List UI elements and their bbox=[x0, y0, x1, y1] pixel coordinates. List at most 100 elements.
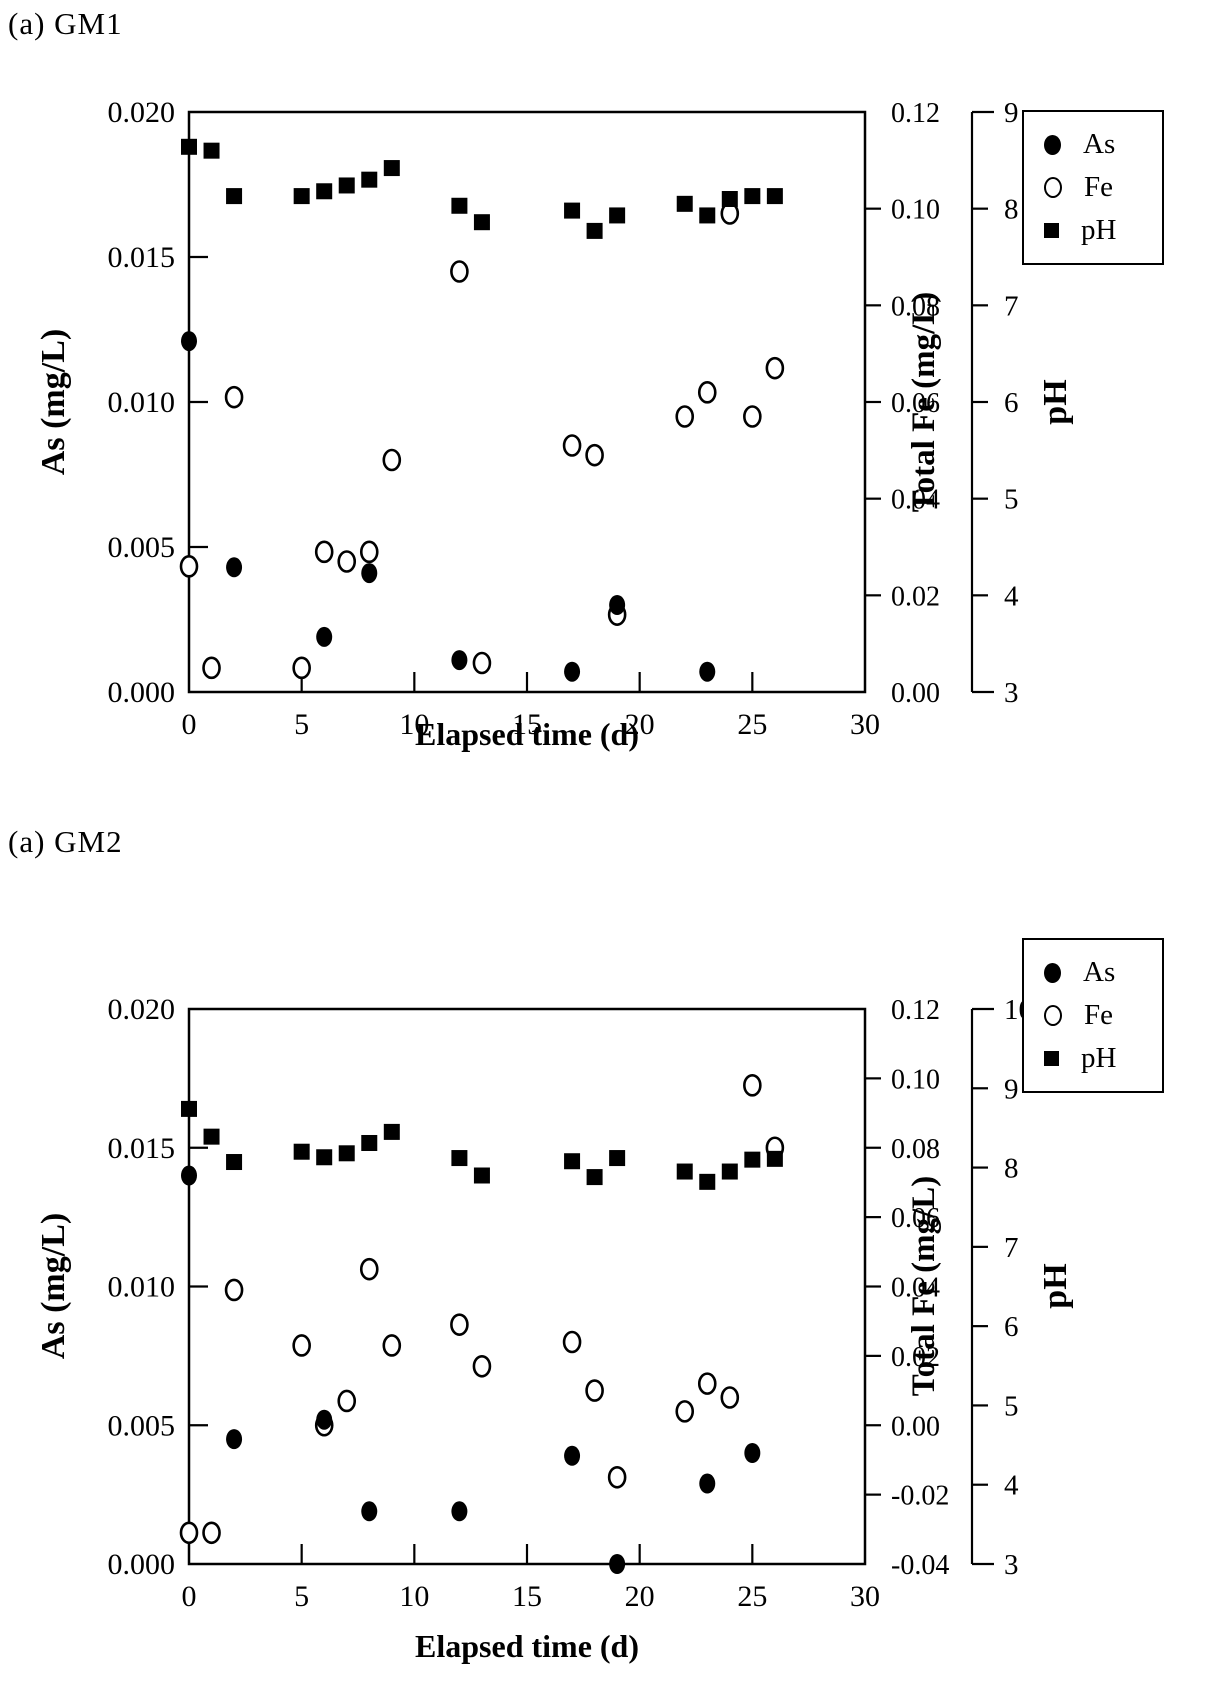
ph-point bbox=[473, 214, 490, 231]
fe-tick-label: 0.00 bbox=[891, 678, 940, 709]
filled-square-icon bbox=[1044, 1051, 1059, 1066]
as-point bbox=[361, 1501, 378, 1522]
x-tick-label: 15 bbox=[512, 708, 542, 741]
as-point bbox=[316, 1409, 333, 1430]
fe-point bbox=[224, 1278, 244, 1302]
ph-point bbox=[316, 183, 333, 200]
ph-tick-label: 9 bbox=[1004, 1073, 1019, 1105]
x-tick-label: 5 bbox=[294, 1580, 309, 1613]
fe-point bbox=[292, 1334, 311, 1357]
fe-point bbox=[720, 1386, 740, 1409]
as-point bbox=[226, 557, 243, 578]
y-left-tick-label: 0.005 bbox=[108, 531, 176, 564]
ph-point bbox=[203, 1128, 220, 1145]
fe-point bbox=[179, 555, 199, 578]
fe-tick-label: 0.10 bbox=[891, 195, 940, 226]
filled-square-icon bbox=[1044, 223, 1059, 238]
fe-point bbox=[382, 448, 402, 472]
y-left-axis-title-gm1: As (mg/L) bbox=[35, 329, 72, 475]
ph-point bbox=[699, 1173, 716, 1190]
fe-point bbox=[697, 381, 717, 404]
as-point bbox=[226, 1429, 243, 1450]
y-left-tick-label: 0.020 bbox=[108, 993, 176, 1026]
x-tick-label: 30 bbox=[850, 1580, 880, 1613]
fe-tick-label: 0.08 bbox=[891, 291, 940, 322]
ph-axis-title-gm1: pH bbox=[1037, 379, 1074, 424]
fe-point bbox=[450, 260, 469, 283]
ph-tick-label: 6 bbox=[1004, 387, 1019, 419]
ph-point bbox=[316, 1149, 333, 1166]
plot-frame bbox=[187, 1007, 867, 1566]
x-tick-label: 15 bbox=[512, 1580, 542, 1613]
plot-frame bbox=[187, 110, 867, 694]
ph-point bbox=[383, 1123, 400, 1140]
panel-title-gm1: (a) GM1 bbox=[8, 6, 123, 41]
ph-tick-label: 4 bbox=[1004, 1470, 1019, 1502]
fe-tick-label: 0.02 bbox=[891, 581, 940, 612]
as-point bbox=[361, 563, 378, 584]
ph-tick-label: 8 bbox=[1004, 1153, 1019, 1185]
as-point bbox=[451, 1501, 468, 1522]
fe-point bbox=[697, 1372, 717, 1395]
fe-tick-label: 0.12 bbox=[891, 98, 940, 129]
fe-tick-label: 0.10 bbox=[891, 1064, 940, 1095]
ph-tick-label: 3 bbox=[1004, 1549, 1019, 1581]
ph-tick-label: 9 bbox=[1004, 97, 1019, 129]
fe-tick-label: 0.06 bbox=[891, 388, 940, 419]
x-tick-label: 20 bbox=[625, 1580, 655, 1613]
fe-point bbox=[765, 356, 785, 380]
y-left-tick-label: 0.010 bbox=[108, 1271, 176, 1304]
fe-point bbox=[675, 405, 695, 428]
fe-point bbox=[292, 656, 311, 680]
fe-point bbox=[675, 1400, 695, 1423]
ph-point bbox=[609, 1150, 626, 1167]
ph-point bbox=[226, 188, 243, 205]
as-point bbox=[316, 626, 333, 647]
as-point bbox=[699, 1473, 716, 1494]
ph-point bbox=[609, 207, 626, 224]
as-point bbox=[564, 661, 581, 682]
ph-tick-label: 3 bbox=[1004, 677, 1019, 709]
legend-item-label: Fe bbox=[1084, 171, 1113, 203]
as-point bbox=[564, 1445, 581, 1466]
y-left-tick-label: 0.005 bbox=[108, 1409, 176, 1442]
ph-point bbox=[181, 138, 197, 155]
x-tick-label: 25 bbox=[737, 1580, 767, 1613]
legend-item-label: pH bbox=[1081, 1042, 1117, 1074]
legend-item-label: As bbox=[1083, 128, 1116, 160]
ph-point bbox=[181, 1100, 197, 1117]
ph-point bbox=[361, 171, 378, 188]
fe-point bbox=[224, 385, 244, 409]
legend-item-as: As bbox=[1044, 130, 1146, 159]
fe-point bbox=[743, 1074, 762, 1097]
fe-tick-label: 0.04 bbox=[891, 485, 940, 516]
fe-point bbox=[743, 405, 762, 428]
fe-tick-label: 0.06 bbox=[891, 1203, 940, 1234]
legend-gm2: As Fe pH bbox=[1022, 938, 1164, 1093]
ph-point bbox=[473, 1167, 490, 1184]
y-left-tick-label: 0.015 bbox=[108, 1132, 176, 1165]
fe-point bbox=[314, 540, 334, 564]
ph-tick-label: 6 bbox=[1004, 1311, 1019, 1343]
fe-point bbox=[585, 443, 604, 467]
ph-point bbox=[766, 1150, 783, 1167]
open-circle-icon bbox=[1044, 1005, 1062, 1026]
ph-point bbox=[721, 191, 738, 207]
legend-item-ph: pH bbox=[1044, 216, 1146, 245]
legend-item-label: As bbox=[1083, 956, 1116, 988]
ph-point bbox=[293, 188, 310, 205]
fe-tick-label: -0.04 bbox=[891, 1550, 949, 1581]
fe-point bbox=[179, 1521, 199, 1545]
ph-point bbox=[338, 177, 355, 194]
fe-tick-label: 0.04 bbox=[891, 1273, 940, 1304]
fe-tick-label: 0.08 bbox=[891, 1134, 940, 1165]
ph-point bbox=[361, 1134, 378, 1151]
as-point bbox=[451, 650, 468, 671]
ph-point bbox=[721, 1163, 738, 1180]
legend-item-ph: pH bbox=[1044, 1044, 1146, 1073]
as-point bbox=[699, 661, 716, 682]
fe-point bbox=[359, 1257, 379, 1281]
ph-point bbox=[564, 202, 581, 219]
ph-point bbox=[203, 142, 220, 159]
